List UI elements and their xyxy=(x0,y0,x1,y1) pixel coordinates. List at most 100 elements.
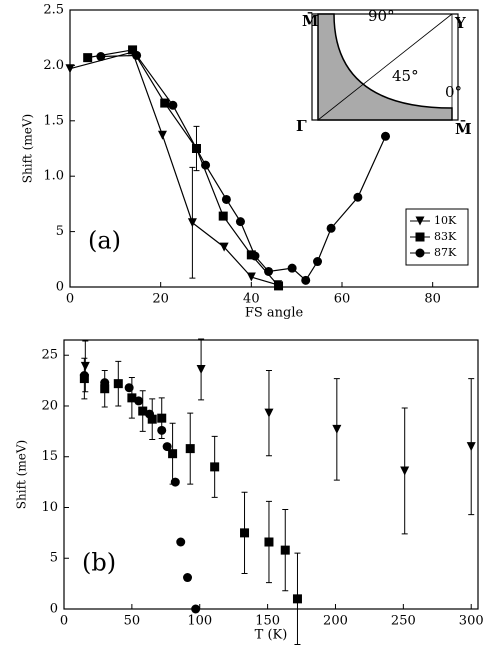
marker xyxy=(218,211,228,221)
x-tick-label: 0 xyxy=(66,292,74,307)
y-tick-label: 10 xyxy=(41,500,58,515)
marker xyxy=(168,449,178,459)
marker xyxy=(128,45,138,55)
inset: M̄ 90° Y 45° 0° Γ M̄ xyxy=(296,7,472,138)
marker xyxy=(313,257,323,267)
legend-label: 83K xyxy=(434,230,457,243)
marker xyxy=(201,160,211,170)
plot: 0 20 40 60 80 0 5 1.0 1.5 2.0 2.5 FS angle Shift (me… xyxy=(21,3,479,321)
marker xyxy=(132,50,142,60)
inset-diagonal xyxy=(317,13,453,121)
panel-label: (a) xyxy=(88,227,121,255)
marker xyxy=(183,573,193,583)
legend-marker xyxy=(415,216,425,226)
plot: 0 50 100 150 200 250 300 0 5 10 15 20 25 T (K) Shift (… xyxy=(15,338,484,646)
marker xyxy=(124,383,134,393)
inset-label: 90° xyxy=(368,7,395,25)
y-tick-label: 5 xyxy=(56,224,64,239)
marker xyxy=(113,379,123,389)
y-tick-label: 25 xyxy=(41,348,58,363)
y-tick-label: 1.0 xyxy=(43,169,64,184)
marker xyxy=(134,396,144,406)
marker xyxy=(381,131,391,141)
inset-label: Y xyxy=(454,14,466,32)
marker xyxy=(83,53,93,63)
y-tick-label: 2.5 xyxy=(43,3,64,18)
marker xyxy=(168,100,178,110)
marker xyxy=(210,462,220,472)
marker xyxy=(466,442,476,452)
marker xyxy=(326,223,336,233)
marker xyxy=(100,378,110,388)
plot-frame xyxy=(63,339,479,610)
x-axis-label: T (K) xyxy=(255,628,288,643)
marker xyxy=(264,537,274,547)
marker xyxy=(79,371,89,381)
marker xyxy=(160,98,170,108)
marker xyxy=(185,444,195,454)
y-tick-label: 5 xyxy=(50,551,58,566)
x-tick-label: 100 xyxy=(187,614,212,629)
marker xyxy=(353,192,363,202)
marker xyxy=(274,281,284,291)
marker xyxy=(96,52,106,62)
inset-label: 0° xyxy=(445,83,462,101)
marker xyxy=(292,594,302,604)
marker xyxy=(157,130,167,140)
legend-marker xyxy=(415,232,425,242)
marker xyxy=(162,442,172,452)
legend-marker xyxy=(415,248,425,258)
marker xyxy=(100,384,110,394)
marker xyxy=(301,275,311,285)
x-tick-label: 0 xyxy=(60,614,68,629)
inset-label: M̄ xyxy=(455,119,472,138)
marker xyxy=(170,477,180,487)
marker xyxy=(187,218,197,228)
marker xyxy=(127,393,137,403)
x-tick-label: 200 xyxy=(323,614,348,629)
y-axis-label: Shift (meV) xyxy=(15,440,29,509)
x-tick-label: 20 xyxy=(152,292,169,307)
marker xyxy=(246,272,256,282)
marker xyxy=(145,409,155,419)
marker xyxy=(196,364,206,374)
x-tick-label: 250 xyxy=(391,614,416,629)
y-tick-label: 15 xyxy=(41,449,58,464)
y-axis-label: Shift (meV) xyxy=(21,114,35,183)
legend-label: 10K xyxy=(434,214,457,227)
series-line xyxy=(100,54,387,282)
marker xyxy=(287,263,297,273)
y-tick-label: 20 xyxy=(41,398,58,413)
inset-label: Γ xyxy=(296,117,307,135)
marker xyxy=(264,266,274,276)
x-tick-label: 50 xyxy=(124,614,141,629)
marker xyxy=(221,194,231,204)
marker xyxy=(264,408,274,418)
marker xyxy=(138,406,148,416)
y-tick-label: 0 xyxy=(50,602,58,617)
marker xyxy=(147,414,157,424)
marker xyxy=(280,545,290,555)
marker xyxy=(235,217,245,227)
marker xyxy=(191,604,201,614)
inset-label: 45° xyxy=(392,67,419,85)
y-tick-label: 0 xyxy=(56,280,64,295)
inset-label: M̄ xyxy=(302,11,319,30)
marker xyxy=(157,413,167,423)
marker xyxy=(176,537,186,547)
y-tick-label: 1.5 xyxy=(43,113,64,128)
x-tick-label: 60 xyxy=(334,292,351,307)
marker xyxy=(157,425,167,435)
panel-label: (b) xyxy=(82,549,116,577)
marker xyxy=(250,251,260,261)
marker xyxy=(80,361,90,371)
plot-frame xyxy=(69,9,479,288)
marker xyxy=(219,242,229,252)
x-tick-label: 40 xyxy=(243,292,260,307)
marker xyxy=(400,466,410,476)
legend-label: 87K xyxy=(434,246,457,259)
marker xyxy=(240,528,250,538)
x-tick-label: 80 xyxy=(424,292,441,307)
